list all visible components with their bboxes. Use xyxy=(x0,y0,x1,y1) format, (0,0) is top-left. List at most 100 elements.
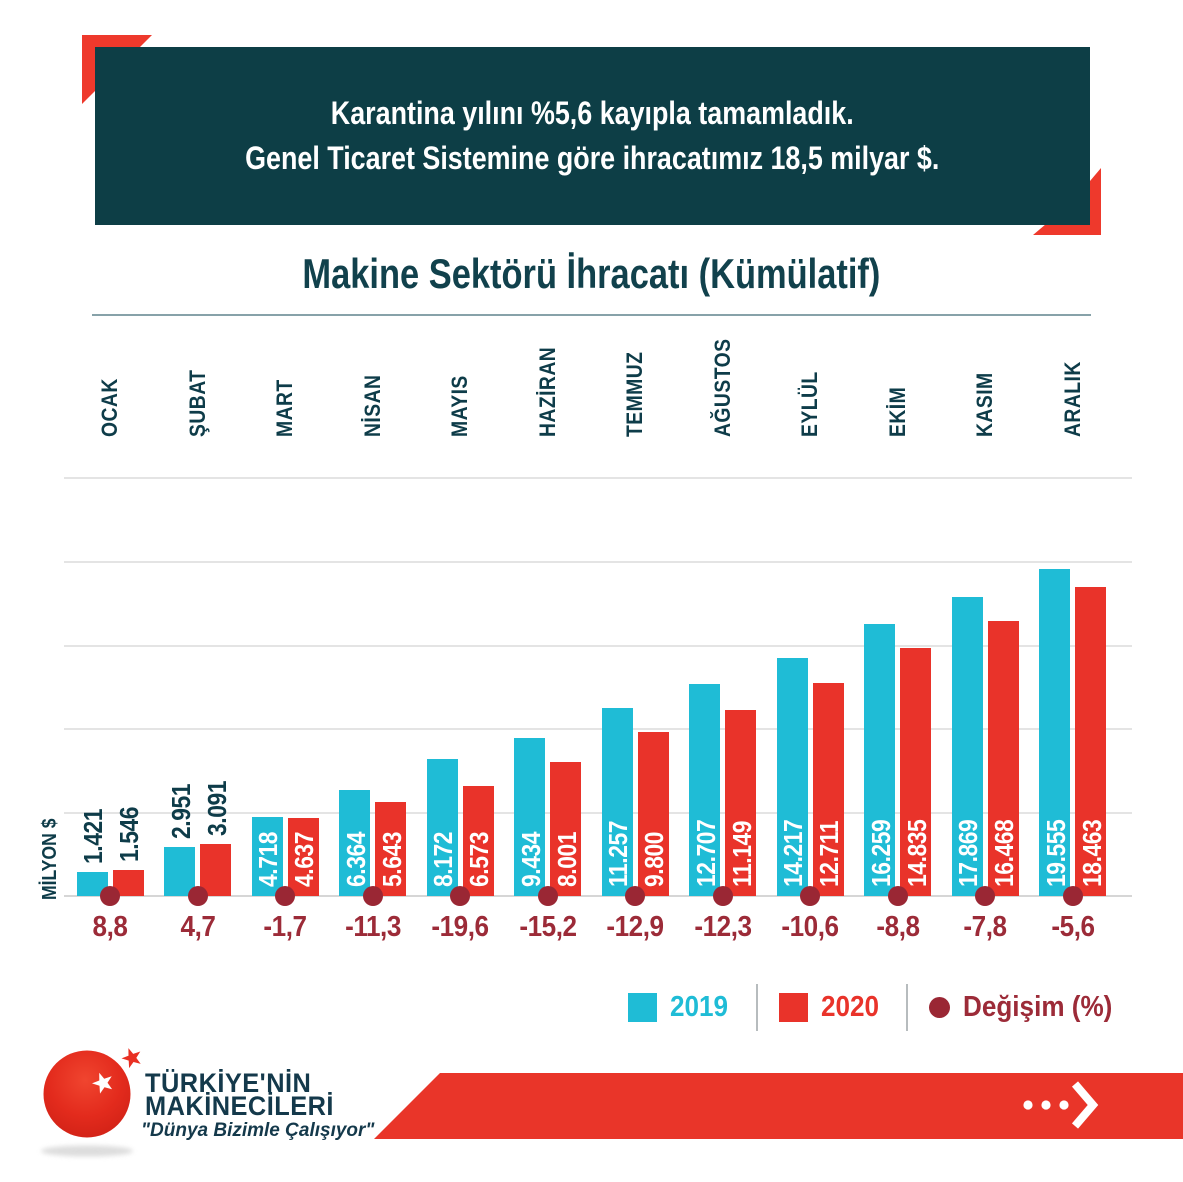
bar-2020 xyxy=(287,818,319,896)
change-value-label: -12,9 xyxy=(606,911,664,943)
month-label: ARALIK xyxy=(1059,361,1085,437)
header-banner: Karantina yılını %5,6 kayıpla tamamladık… xyxy=(95,47,1090,225)
value-label-2020: 4.637 xyxy=(289,831,319,887)
brand-name-line2: MAKİNECİLERİ xyxy=(145,1091,334,1121)
bar-2020 xyxy=(375,802,406,896)
bar-2020 xyxy=(725,710,756,896)
value-label-2019: 1.421 xyxy=(78,808,108,864)
change-value-label: 8,8 xyxy=(92,911,128,943)
bar-2019 xyxy=(164,847,195,896)
value-label-2019: 6.364 xyxy=(340,831,371,887)
bar-2020 xyxy=(637,732,669,896)
change-dot-icon xyxy=(1062,886,1083,906)
value-label-2019: 16.259 xyxy=(865,819,896,887)
change-dot-icon xyxy=(975,886,995,906)
value-label-2020: 16.468 xyxy=(989,819,1019,887)
gridline xyxy=(64,477,1132,479)
footer-ribbon xyxy=(374,1073,1183,1139)
bar-2020 xyxy=(812,683,844,896)
value-label-2020: 14.835 xyxy=(901,819,932,887)
change-dot-icon xyxy=(362,886,383,906)
change-dot-icon xyxy=(800,886,820,906)
bar-2019 xyxy=(251,817,283,896)
value-label-2019: 11.257 xyxy=(603,820,633,887)
month-label: EKİM xyxy=(884,386,910,437)
bar-2019 xyxy=(426,759,458,896)
change-value-label: -11,3 xyxy=(344,911,401,943)
y-axis-label: MİLYON $ xyxy=(39,818,61,900)
bar-2020 xyxy=(900,648,931,896)
next-arrow-button[interactable] xyxy=(374,1073,1183,1139)
bar-2019 xyxy=(339,790,370,896)
legend-change-dot-icon xyxy=(929,996,951,1018)
chart-legend: 2019 2020 Değişim (%) xyxy=(628,982,1129,1032)
value-label-2019: 17.869 xyxy=(953,819,983,887)
gridline xyxy=(64,728,1132,730)
bar-2019 xyxy=(776,658,808,896)
bar-2020 xyxy=(200,844,231,896)
brand-slogan: "Dünya Bizimle Çalışıyor" xyxy=(141,1120,375,1141)
banner-line-1: Karantina yılını %5,6 kayıpla tamamladık… xyxy=(331,95,854,131)
title-underline xyxy=(92,314,1091,316)
change-value-label: -19,6 xyxy=(431,911,489,943)
change-dot-icon xyxy=(625,886,645,906)
bar-2019 xyxy=(514,738,545,896)
month-label: NİSAN xyxy=(359,374,385,437)
value-label-2020: 5.643 xyxy=(376,831,407,887)
change-dot-icon xyxy=(100,886,120,906)
value-label-2020: 9.800 xyxy=(639,831,669,887)
value-label-2019: 8.172 xyxy=(428,831,458,887)
value-label-2019: 4.718 xyxy=(253,831,283,887)
bar-2019 xyxy=(1039,569,1070,896)
value-label-2019: 9.434 xyxy=(515,831,546,887)
value-label-2020: 12.711 xyxy=(814,820,844,887)
banner-line-2: Genel Ticaret Sistemine göre ihracatımız… xyxy=(245,140,940,176)
month-label: HAZİRAN xyxy=(534,346,560,437)
legend-divider xyxy=(906,983,909,1031)
gridline xyxy=(64,645,1132,647)
change-value-label: -8,8 xyxy=(875,911,920,943)
month-label: TEMMUZ xyxy=(622,351,647,437)
brand-logo-icon xyxy=(41,1048,141,1157)
brand-name-line1: TÜRKİYE'NİN xyxy=(145,1068,312,1098)
white-star-icon xyxy=(92,1072,113,1094)
legend-label-2020: 2020 xyxy=(820,990,879,1023)
chart-baseline xyxy=(64,895,1132,897)
month-label: MAYIS xyxy=(447,375,472,437)
change-dot-icon xyxy=(275,886,295,906)
change-value-label: -5,6 xyxy=(1050,911,1095,943)
red-star-icon xyxy=(121,1048,141,1069)
month-label: ŞUBAT xyxy=(184,369,210,437)
bottom-right-corner-accent-icon xyxy=(1033,168,1101,235)
bar-2019 xyxy=(864,624,895,896)
month-label: OCAK xyxy=(97,378,122,437)
change-dot-icon xyxy=(537,886,558,906)
value-label-2020: 3.091 xyxy=(201,780,232,836)
chart-title: Makine Sektörü İhracatı (Kümülatif) xyxy=(302,250,881,297)
value-label-2019: 19.555 xyxy=(1040,819,1071,887)
bar-2019 xyxy=(951,597,983,896)
bar-2020 xyxy=(550,762,581,896)
gridline xyxy=(64,561,1132,563)
change-value-label: -1,7 xyxy=(263,911,307,943)
change-dot-icon xyxy=(450,886,470,906)
month-label: MART xyxy=(272,379,297,437)
change-value-label: -7,8 xyxy=(963,911,1007,943)
legend-label-change: Değişim (%) xyxy=(963,990,1113,1023)
change-dot-icon xyxy=(187,886,208,906)
value-label-2019: 12.707 xyxy=(690,819,721,887)
value-label-2020: 11.149 xyxy=(726,820,757,887)
value-label-2020: 6.573 xyxy=(464,831,494,887)
month-label: AĞUSTOS xyxy=(709,338,735,437)
value-label-2019: 2.951 xyxy=(165,783,196,839)
change-value-label: -12,3 xyxy=(693,911,752,943)
change-value-label: -10,6 xyxy=(781,911,839,943)
month-label: KASIM xyxy=(972,372,997,437)
bar-2020 xyxy=(1075,587,1106,896)
legend-swatch-2019 xyxy=(628,992,657,1022)
value-label-2020: 8.001 xyxy=(551,831,582,887)
change-value-label: -15,2 xyxy=(518,911,577,943)
legend-divider xyxy=(755,983,758,1031)
